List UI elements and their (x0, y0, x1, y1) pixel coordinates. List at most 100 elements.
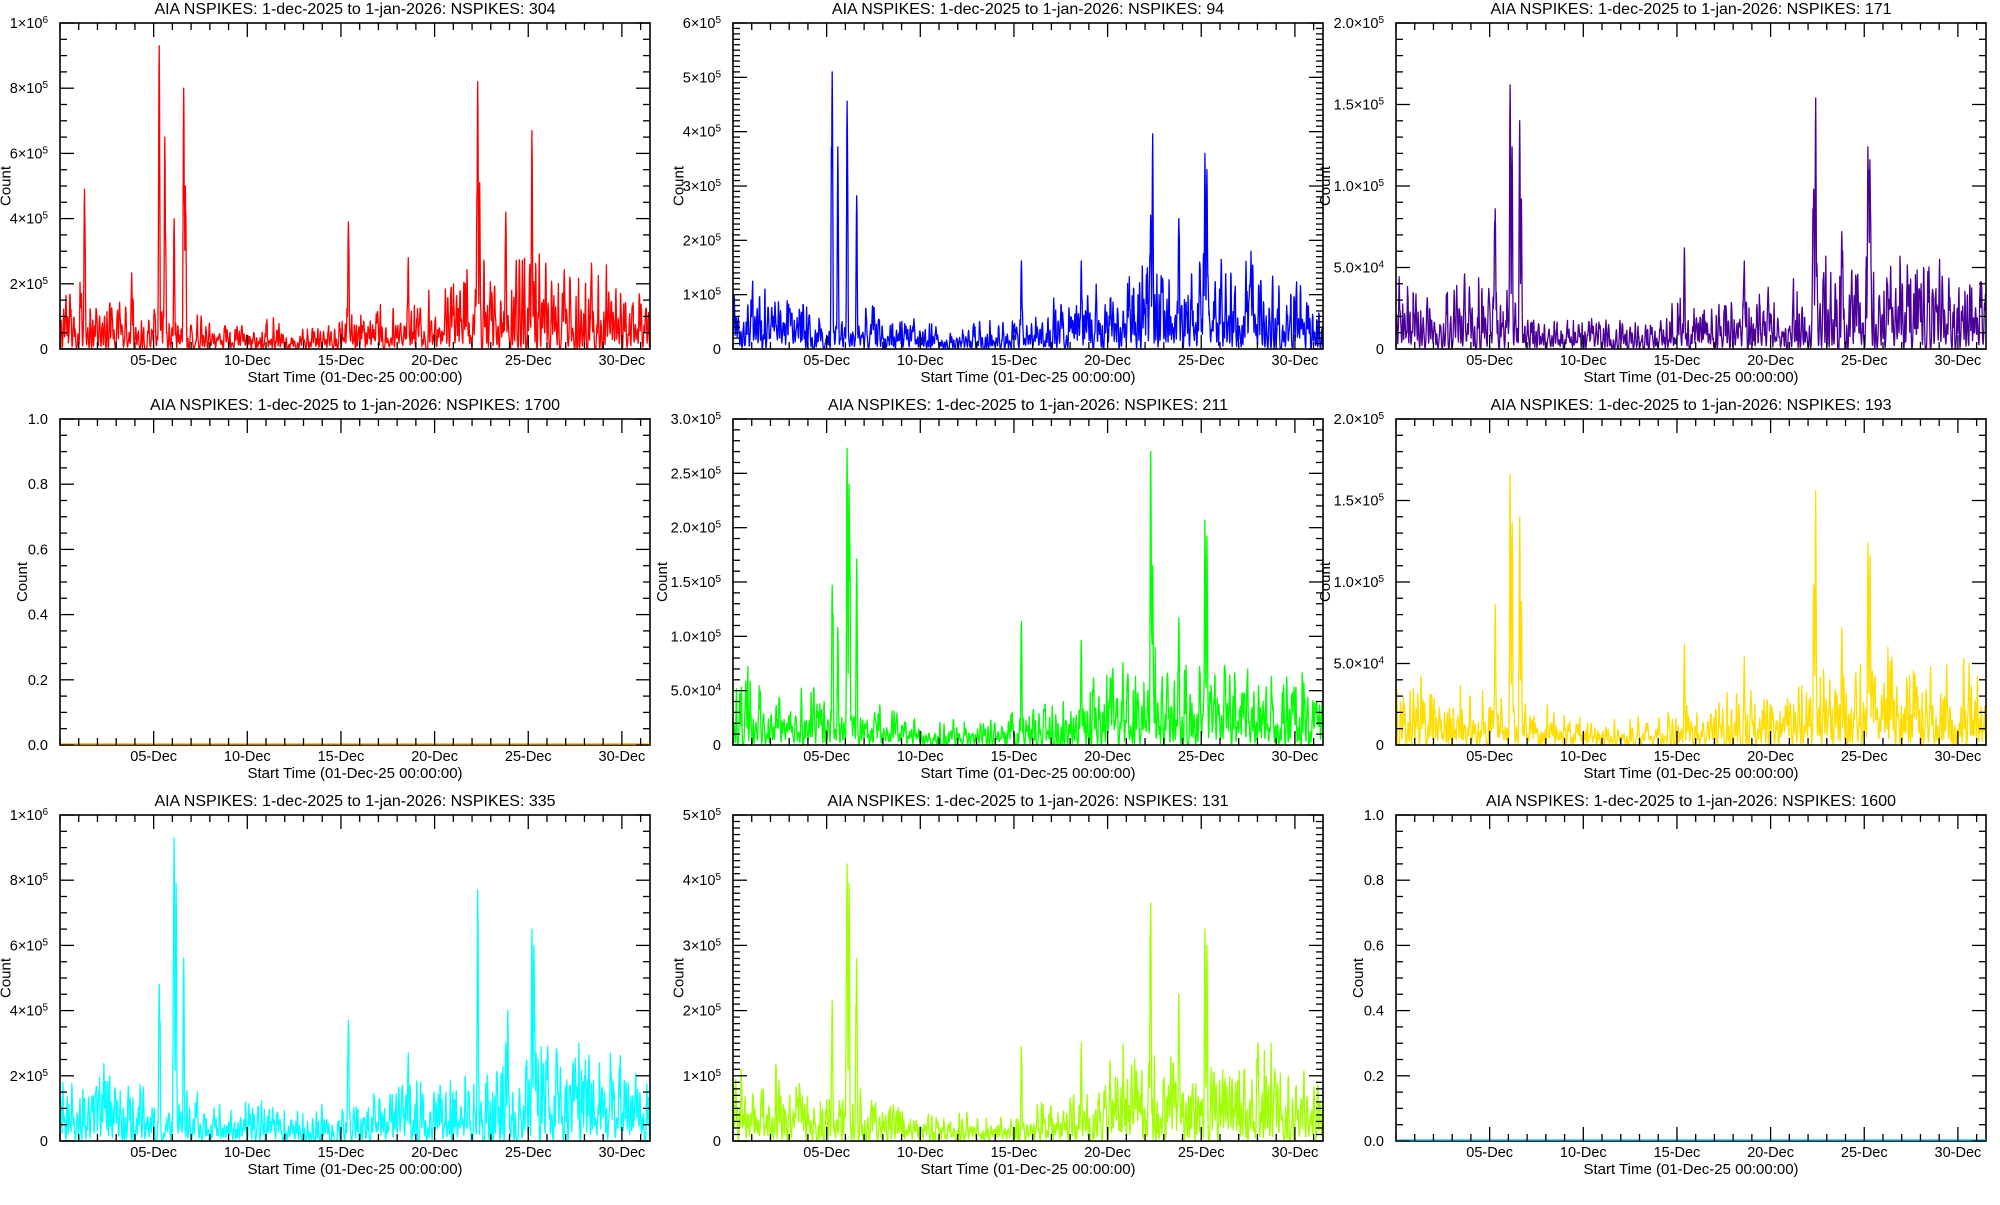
svg-text:1.0×105: 1.0×105 (1334, 178, 1385, 196)
svg-text:Start Time (01-Dec-25 00:00:00: Start Time (01-Dec-25 00:00:00) (920, 1161, 1135, 1178)
svg-text:15-Dec: 15-Dec (991, 1145, 1038, 1161)
svg-text:0: 0 (1376, 738, 1384, 754)
svg-text:10-Dec: 10-Dec (224, 749, 271, 765)
svg-text:20-Dec: 20-Dec (1084, 749, 1131, 765)
svg-text:5.0×104: 5.0×104 (1334, 655, 1385, 673)
svg-text:0: 0 (1376, 342, 1384, 358)
svg-text:15-Dec: 15-Dec (1654, 1145, 1701, 1161)
svg-text:05-Dec: 05-Dec (1466, 749, 1513, 765)
svg-text:25-Dec: 25-Dec (505, 1145, 552, 1161)
svg-text:25-Dec: 25-Dec (1178, 353, 1225, 369)
svg-text:5.0×104: 5.0×104 (1334, 259, 1385, 277)
svg-text:Count: Count (1317, 561, 1334, 602)
svg-text:Count: Count (0, 165, 15, 206)
svg-text:0: 0 (40, 1134, 48, 1150)
svg-text:0.8: 0.8 (28, 477, 48, 493)
svg-text:2.0×105: 2.0×105 (1334, 15, 1385, 33)
svg-text:05-Dec: 05-Dec (1466, 353, 1513, 369)
svg-text:20-Dec: 20-Dec (1084, 353, 1131, 369)
svg-text:30-Dec: 30-Dec (1935, 749, 1982, 765)
svg-text:10-Dec: 10-Dec (1560, 353, 1607, 369)
svg-text:05-Dec: 05-Dec (803, 749, 850, 765)
svg-text:15-Dec: 15-Dec (318, 1145, 365, 1161)
svg-text:1.0×105: 1.0×105 (1334, 574, 1385, 592)
svg-text:05-Dec: 05-Dec (130, 353, 177, 369)
svg-text:10-Dec: 10-Dec (897, 1145, 944, 1161)
svg-text:0: 0 (713, 342, 721, 358)
svg-text:20-Dec: 20-Dec (1747, 749, 1794, 765)
svg-text:10-Dec: 10-Dec (224, 353, 271, 369)
svg-text:AIA NSPIKES: 1-dec-2025 to 1-j: AIA NSPIKES: 1-dec-2025 to 1-jan-2026: N… (1490, 397, 1891, 414)
svg-text:25-Dec: 25-Dec (1841, 353, 1888, 369)
svg-text:30-Dec: 30-Dec (1272, 1145, 1319, 1161)
svg-text:2.0×105: 2.0×105 (1334, 411, 1385, 429)
svg-text:Start Time (01-Dec-25 00:00:00: Start Time (01-Dec-25 00:00:00) (247, 765, 462, 782)
svg-text:Count: Count (671, 957, 688, 998)
svg-text:0: 0 (713, 1134, 721, 1150)
svg-text:AIA NSPIKES: 1-dec-2025 to 1-j: AIA NSPIKES: 1-dec-2025 to 1-jan-2026: N… (832, 1, 1224, 18)
svg-text:20-Dec: 20-Dec (1747, 1145, 1794, 1161)
svg-text:1.5×105: 1.5×105 (671, 574, 722, 592)
svg-text:10-Dec: 10-Dec (897, 353, 944, 369)
svg-text:Start Time (01-Dec-25 00:00:00: Start Time (01-Dec-25 00:00:00) (247, 1161, 462, 1178)
svg-text:0.4: 0.4 (1364, 1004, 1384, 1020)
svg-text:20-Dec: 20-Dec (411, 749, 458, 765)
svg-text:Count: Count (0, 957, 15, 998)
svg-text:0.0: 0.0 (1364, 1134, 1384, 1150)
svg-text:AIA NSPIKES: 1-dec-2025 to 1-j: AIA NSPIKES: 1-dec-2025 to 1-jan-2026: N… (828, 397, 1228, 414)
svg-text:0.2: 0.2 (28, 673, 48, 689)
svg-text:Start Time (01-Dec-25 00:00:00: Start Time (01-Dec-25 00:00:00) (1583, 369, 1798, 386)
svg-text:30-Dec: 30-Dec (1935, 1145, 1982, 1161)
svg-text:0.6: 0.6 (1364, 938, 1384, 954)
svg-text:25-Dec: 25-Dec (1841, 1145, 1888, 1161)
svg-text:15-Dec: 15-Dec (318, 749, 365, 765)
svg-text:05-Dec: 05-Dec (130, 1145, 177, 1161)
svg-text:AIA NSPIKES: 1-dec-2025 to 1-j: AIA NSPIKES: 1-dec-2025 to 1-jan-2026: N… (827, 793, 1228, 810)
svg-text:05-Dec: 05-Dec (130, 749, 177, 765)
svg-text:Start Time (01-Dec-25 00:00:00: Start Time (01-Dec-25 00:00:00) (247, 369, 462, 386)
svg-text:10-Dec: 10-Dec (1560, 1145, 1607, 1161)
svg-text:0.2: 0.2 (1364, 1069, 1384, 1085)
svg-text:25-Dec: 25-Dec (505, 749, 552, 765)
svg-text:20-Dec: 20-Dec (1084, 1145, 1131, 1161)
svg-text:Count: Count (671, 165, 688, 206)
svg-text:0.6: 0.6 (28, 542, 48, 558)
svg-text:30-Dec: 30-Dec (1272, 749, 1319, 765)
svg-text:1.5×105: 1.5×105 (1334, 492, 1385, 510)
svg-text:AIA NSPIKES: 1-dec-2025 to 1-j: AIA NSPIKES: 1-dec-2025 to 1-jan-2026: N… (150, 397, 560, 414)
svg-text:0.0: 0.0 (28, 738, 48, 754)
svg-text:0: 0 (40, 342, 48, 358)
svg-text:25-Dec: 25-Dec (505, 353, 552, 369)
svg-text:1.0×105: 1.0×105 (671, 628, 722, 646)
svg-text:AIA NSPIKES: 1-dec-2025 to 1-j: AIA NSPIKES: 1-dec-2025 to 1-jan-2026: N… (1490, 1, 1891, 18)
svg-text:Count: Count (654, 561, 671, 602)
svg-text:15-Dec: 15-Dec (1654, 749, 1701, 765)
svg-text:30-Dec: 30-Dec (599, 1145, 646, 1161)
svg-text:0: 0 (713, 738, 721, 754)
svg-text:0.8: 0.8 (1364, 873, 1384, 889)
svg-text:Count: Count (14, 561, 31, 602)
svg-text:AIA NSPIKES: 1-dec-2025 to 1-j: AIA NSPIKES: 1-dec-2025 to 1-jan-2026: N… (1486, 793, 1896, 810)
svg-text:30-Dec: 30-Dec (1935, 353, 1982, 369)
svg-text:25-Dec: 25-Dec (1841, 749, 1888, 765)
svg-text:2.5×105: 2.5×105 (671, 465, 722, 483)
svg-text:15-Dec: 15-Dec (991, 749, 1038, 765)
svg-text:2.0×105: 2.0×105 (671, 519, 722, 537)
svg-text:0.4: 0.4 (28, 608, 48, 624)
svg-text:20-Dec: 20-Dec (1747, 353, 1794, 369)
svg-text:Count: Count (1350, 957, 1367, 998)
svg-text:1.0: 1.0 (28, 412, 48, 428)
svg-text:Count: Count (1317, 165, 1334, 206)
svg-text:5.0×104: 5.0×104 (671, 682, 722, 700)
svg-text:25-Dec: 25-Dec (1178, 749, 1225, 765)
svg-text:20-Dec: 20-Dec (411, 1145, 458, 1161)
svg-text:10-Dec: 10-Dec (897, 749, 944, 765)
svg-text:30-Dec: 30-Dec (1272, 353, 1319, 369)
svg-text:10-Dec: 10-Dec (224, 1145, 271, 1161)
svg-text:AIA NSPIKES: 1-dec-2025 to 1-j: AIA NSPIKES: 1-dec-2025 to 1-jan-2026: N… (154, 1, 555, 18)
svg-text:15-Dec: 15-Dec (1654, 353, 1701, 369)
svg-text:15-Dec: 15-Dec (318, 353, 365, 369)
svg-text:05-Dec: 05-Dec (803, 1145, 850, 1161)
svg-text:1.0: 1.0 (1364, 808, 1384, 824)
svg-text:Start Time (01-Dec-25 00:00:00: Start Time (01-Dec-25 00:00:00) (920, 369, 1135, 386)
